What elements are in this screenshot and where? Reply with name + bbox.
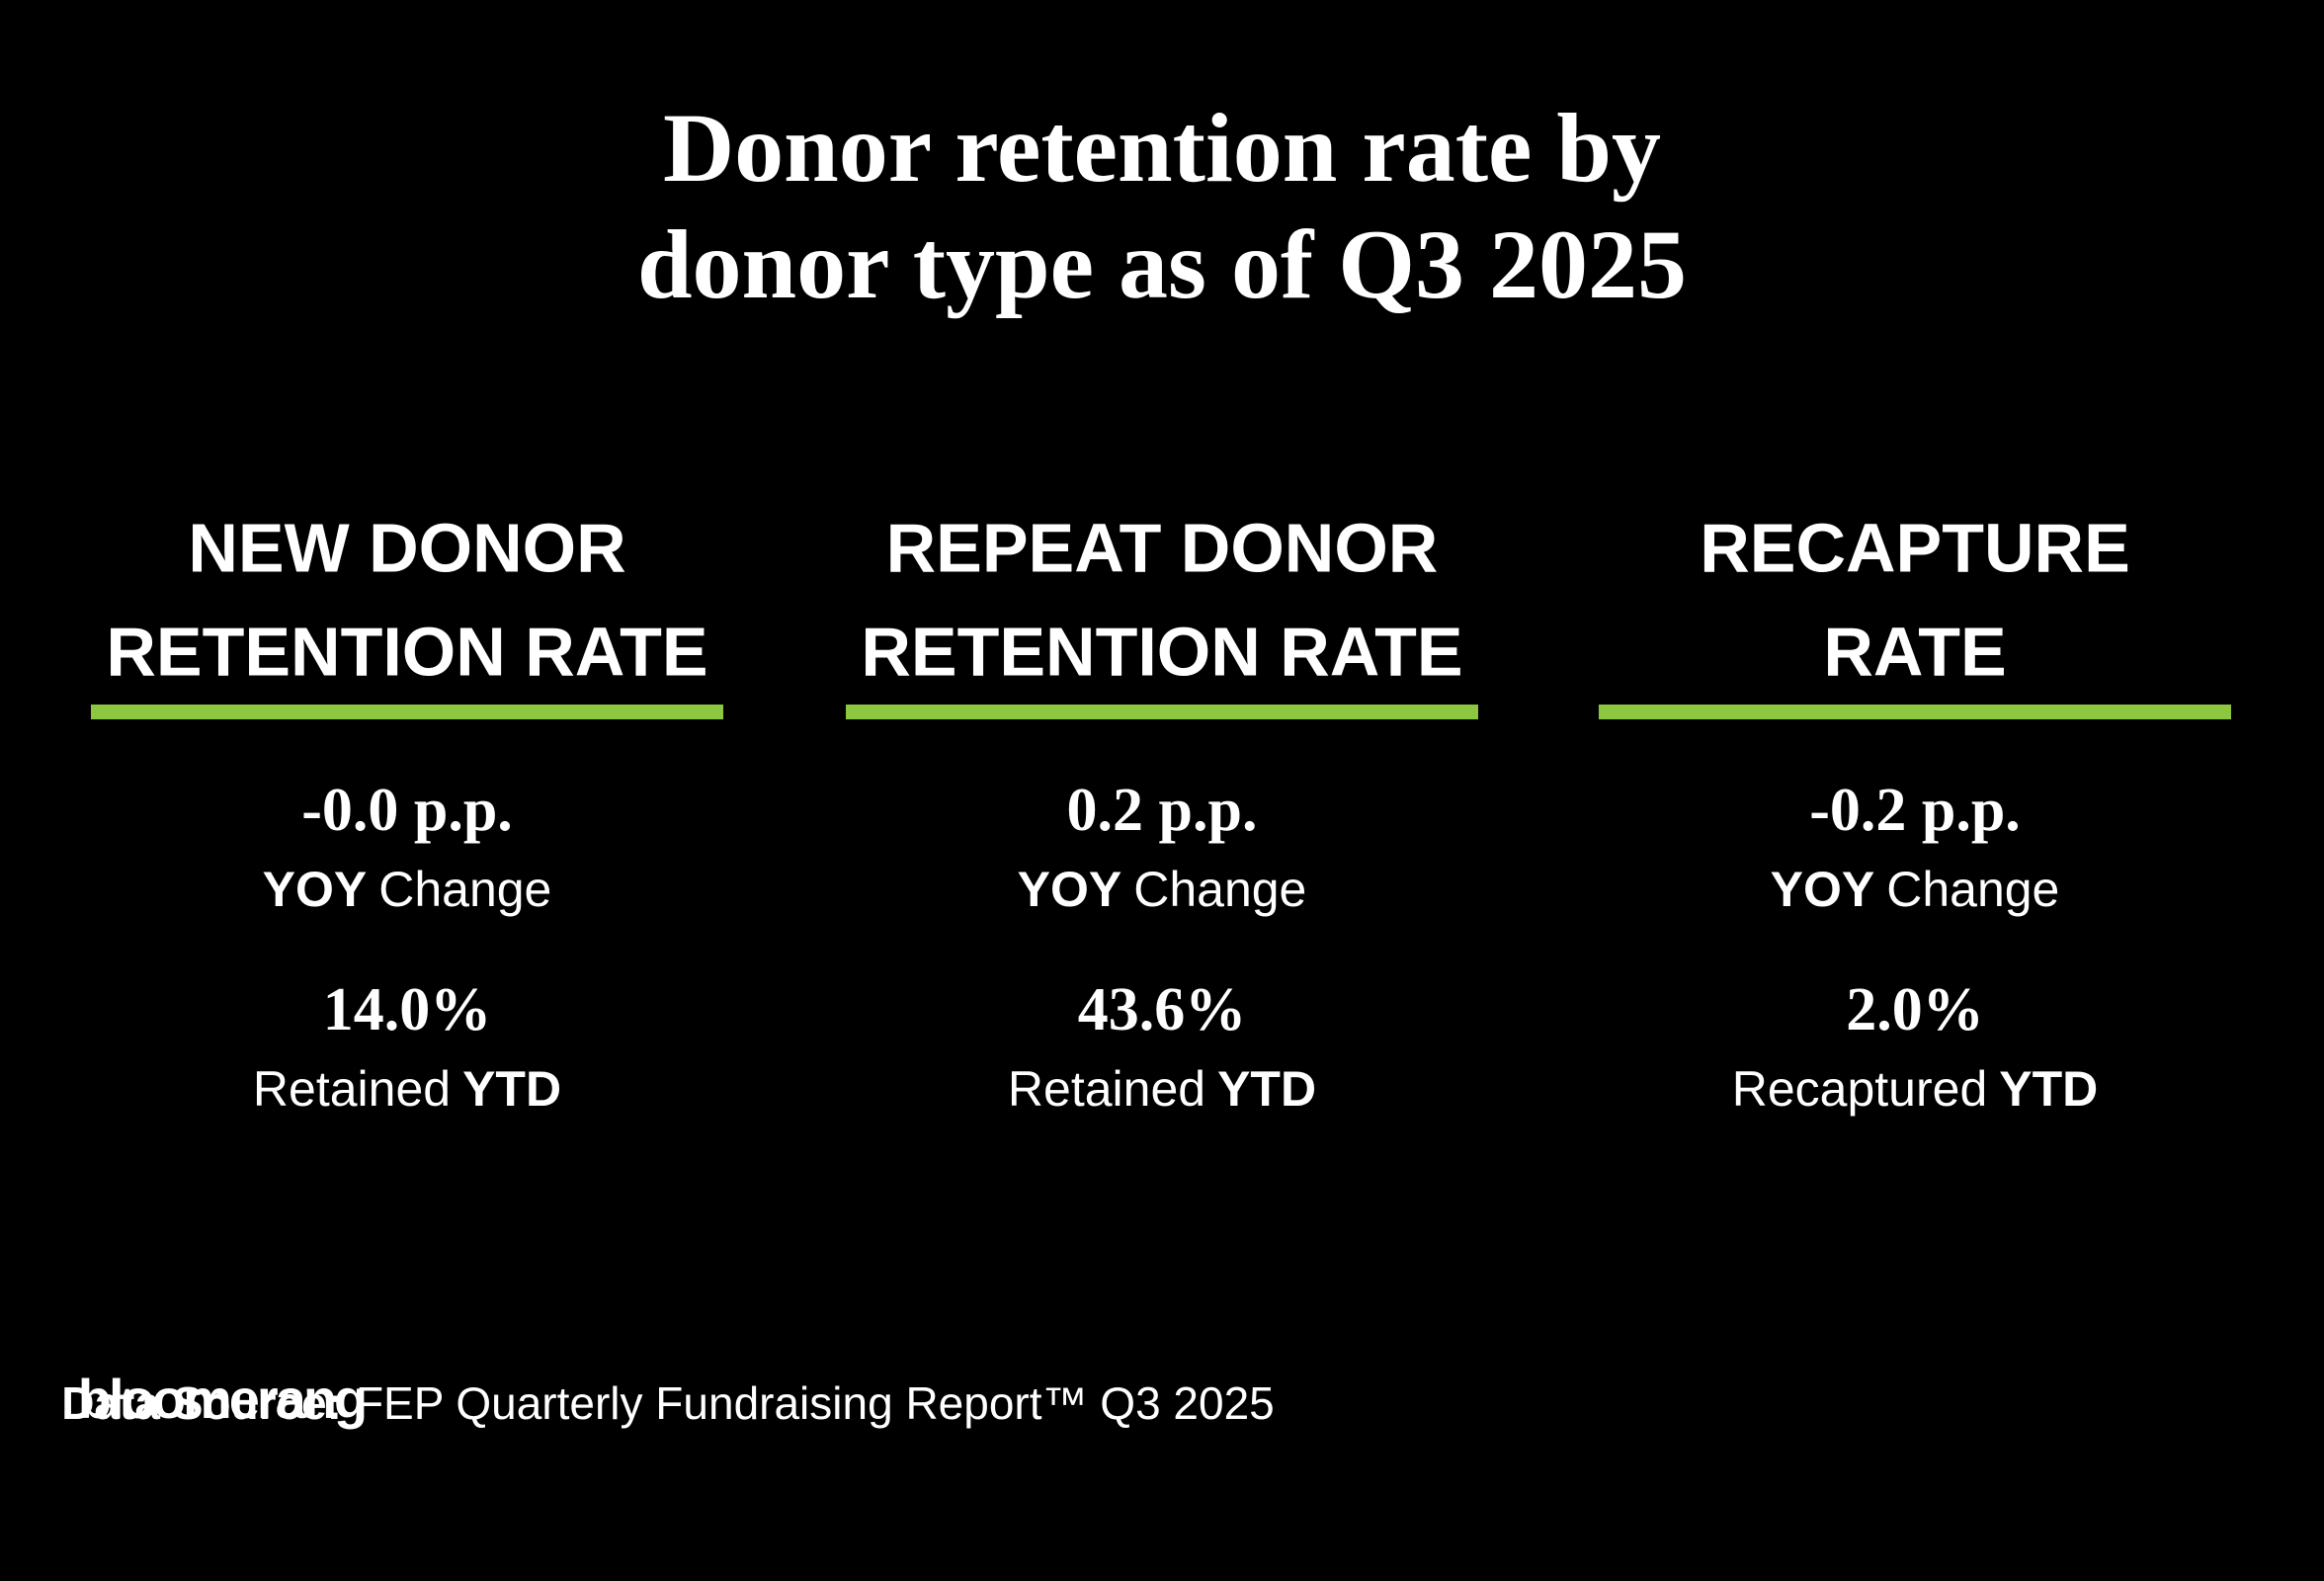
stat-column: NEW DONOR RETENTION RATE -0.0 p.p. YOY Chang…: [91, 509, 723, 1117]
column-heading: RECAPTURE: [1700, 509, 2130, 586]
label-bold: YOY: [1018, 862, 1122, 917]
change-value: -0.2 p.p.: [1809, 777, 2021, 844]
change-label: YOY Change: [263, 862, 552, 917]
value-label: Retained YTD: [253, 1061, 561, 1117]
title-line: donor type as of Q3 2025: [637, 209, 1687, 319]
label-bold: YTD: [1217, 1061, 1316, 1117]
change-value: -0.0 p.p.: [301, 777, 513, 844]
change-label: YOY Change: [1771, 862, 2060, 917]
stat-column: REPEAT DONOR RETENTION RATE 0.2 p.p. YOY Cha…: [846, 509, 1478, 1117]
change-value: 0.2 p.p.: [1067, 777, 1258, 844]
retained-value: 43.6%: [1078, 976, 1247, 1043]
column-heading: RATE: [1823, 613, 2006, 690]
label-text: Change: [378, 862, 551, 917]
column-heading: RETENTION RATE: [106, 613, 707, 690]
logo: bloomerang: [78, 1368, 365, 1430]
column-heading: REPEAT DONOR: [886, 509, 1439, 586]
column-heading: NEW DONOR: [188, 509, 625, 586]
label-text: Retained: [253, 1061, 451, 1117]
title-line: Donor retention rate by: [663, 93, 1661, 203]
change-label: YOY Change: [1018, 862, 1307, 917]
accent-bar: [846, 705, 1478, 719]
column-heading: RETENTION RATE: [861, 613, 1462, 690]
label-bold: YOY: [1771, 862, 1875, 917]
label-text: Recaptured: [1732, 1061, 1988, 1117]
value-label: Recaptured YTD: [1732, 1061, 2099, 1117]
label-text: Change: [1886, 862, 2059, 917]
retained-value: 2.0%: [1846, 976, 1984, 1043]
value-label: Retained YTD: [1008, 1061, 1316, 1117]
accent-bar: [91, 705, 723, 719]
source-label: Data Source:: [61, 1377, 342, 1429]
retained-value: 14.0%: [323, 976, 492, 1043]
label-bold: YTD: [1999, 1061, 2098, 1117]
source-text: FEP Quarterly Fundraising Report™ Q3 202…: [356, 1377, 1275, 1429]
label-text: Retained: [1008, 1061, 1205, 1117]
accent-bar: [1599, 705, 2231, 719]
label-bold: YTD: [462, 1061, 561, 1117]
data-source: Data Source: FEP Quarterly Fundraising Re…: [61, 1377, 1275, 1429]
label-bold: YOY: [263, 862, 368, 917]
stat-column: RECAPTURE RATE -0.2 p.p. YOY Change 2.0% Recap…: [1599, 509, 2231, 1117]
label-text: Change: [1133, 862, 1306, 917]
